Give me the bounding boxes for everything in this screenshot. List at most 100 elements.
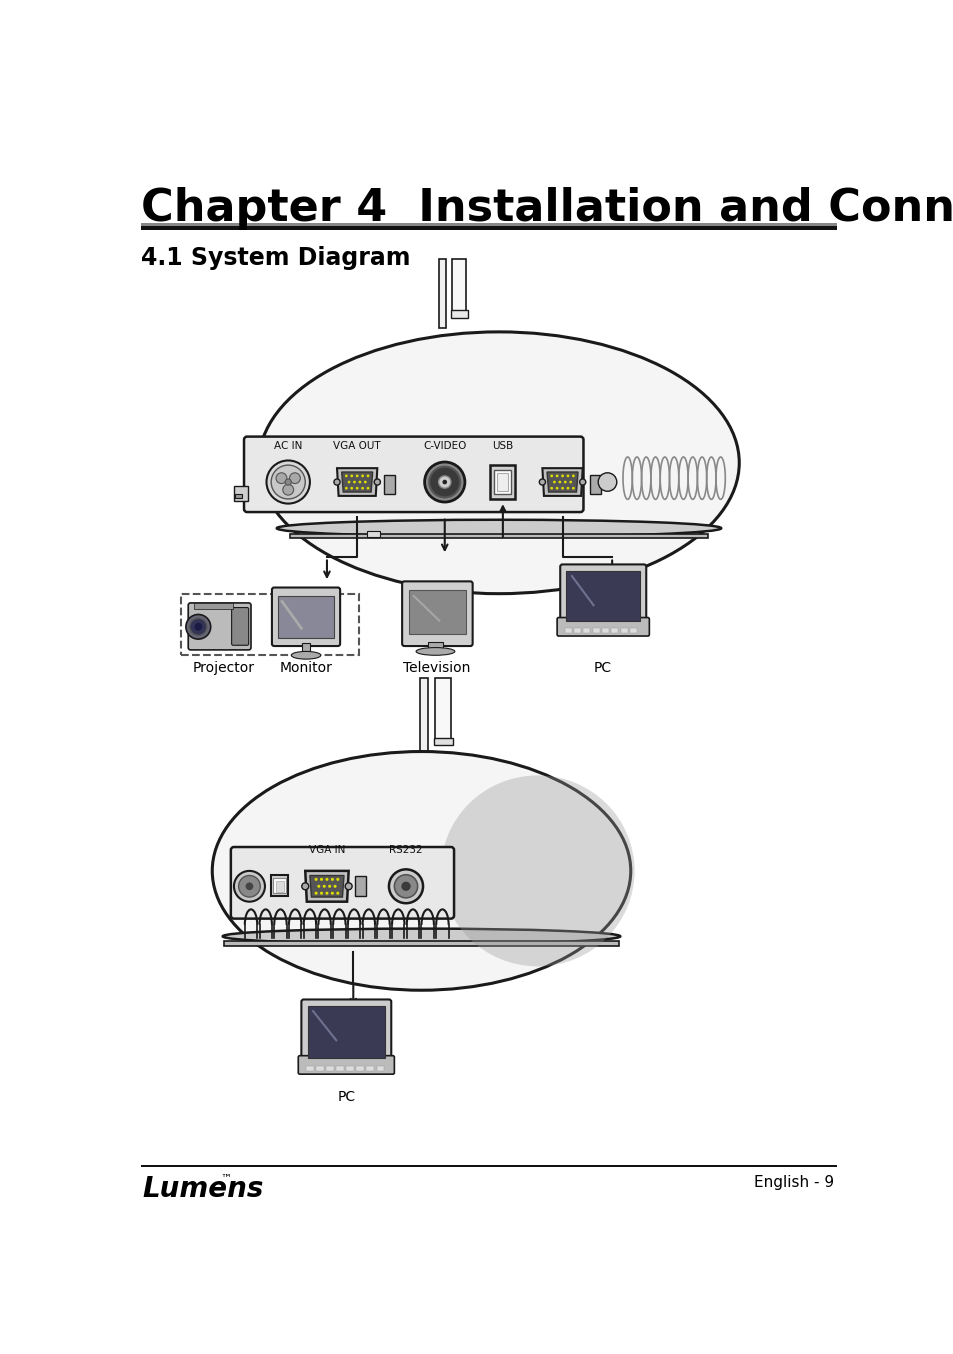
Text: RS232: RS232 — [389, 845, 422, 856]
Ellipse shape — [222, 929, 619, 944]
Bar — [366, 1067, 374, 1071]
Circle shape — [186, 615, 211, 639]
Circle shape — [363, 481, 366, 483]
Circle shape — [301, 883, 309, 890]
Circle shape — [347, 481, 350, 483]
Circle shape — [350, 474, 353, 477]
Bar — [574, 628, 580, 632]
Text: English - 9: English - 9 — [753, 1175, 833, 1190]
Text: 4.1 System Diagram: 4.1 System Diagram — [141, 245, 410, 269]
Circle shape — [558, 481, 560, 483]
Circle shape — [579, 479, 585, 485]
Circle shape — [350, 487, 353, 490]
FancyBboxPatch shape — [244, 436, 583, 512]
Ellipse shape — [440, 776, 634, 967]
Circle shape — [550, 487, 553, 490]
Circle shape — [266, 460, 310, 504]
Circle shape — [355, 474, 358, 477]
Circle shape — [563, 481, 566, 483]
Circle shape — [238, 876, 260, 898]
Circle shape — [572, 474, 575, 477]
Bar — [376, 1067, 384, 1071]
Circle shape — [314, 877, 317, 881]
FancyBboxPatch shape — [402, 581, 472, 646]
Bar — [439, 259, 445, 328]
Circle shape — [245, 883, 253, 890]
Bar — [278, 596, 334, 638]
FancyBboxPatch shape — [232, 608, 249, 646]
Circle shape — [366, 487, 369, 490]
Bar — [274, 877, 286, 894]
Circle shape — [331, 877, 334, 881]
Circle shape — [389, 869, 422, 903]
Circle shape — [401, 881, 410, 891]
Bar — [629, 628, 637, 632]
Circle shape — [560, 487, 563, 490]
Bar — [494, 470, 511, 494]
Bar — [356, 1067, 364, 1071]
Circle shape — [355, 487, 358, 490]
FancyBboxPatch shape — [231, 848, 454, 918]
FancyBboxPatch shape — [188, 603, 251, 650]
Ellipse shape — [258, 332, 739, 593]
Bar — [566, 570, 639, 620]
Bar — [452, 259, 466, 317]
Bar — [564, 628, 571, 632]
Polygon shape — [542, 468, 582, 496]
Bar — [590, 475, 600, 494]
Text: Chapter 4  Installation and Connections: Chapter 4 Installation and Connections — [141, 187, 953, 230]
Bar — [233, 486, 248, 501]
Text: Television: Television — [403, 662, 470, 676]
Bar — [451, 310, 468, 318]
Bar — [434, 738, 452, 745]
Bar — [497, 473, 508, 492]
Circle shape — [314, 892, 317, 895]
FancyBboxPatch shape — [559, 565, 645, 627]
Circle shape — [569, 481, 572, 483]
Circle shape — [361, 474, 364, 477]
Circle shape — [438, 475, 451, 489]
Bar — [315, 1067, 323, 1071]
Circle shape — [345, 474, 347, 477]
Bar — [235, 494, 241, 498]
Bar — [141, 1166, 836, 1167]
Circle shape — [394, 875, 417, 898]
Bar — [335, 1067, 344, 1071]
Bar — [307, 1006, 385, 1057]
Circle shape — [271, 464, 305, 500]
Circle shape — [345, 487, 347, 490]
Text: VGA OUT: VGA OUT — [333, 441, 380, 451]
Bar — [611, 628, 618, 632]
Circle shape — [353, 481, 355, 483]
Circle shape — [289, 473, 300, 483]
Bar — [326, 1067, 334, 1071]
Bar — [141, 226, 836, 230]
Circle shape — [194, 623, 202, 631]
Ellipse shape — [276, 520, 720, 536]
Circle shape — [282, 485, 294, 496]
Bar — [409, 590, 465, 635]
Circle shape — [556, 474, 558, 477]
Bar — [290, 533, 707, 539]
FancyBboxPatch shape — [557, 617, 649, 636]
Bar — [620, 628, 627, 632]
Circle shape — [345, 883, 352, 890]
Circle shape — [190, 619, 207, 635]
Circle shape — [322, 884, 325, 888]
Circle shape — [319, 877, 323, 881]
Circle shape — [566, 474, 569, 477]
Circle shape — [361, 487, 364, 490]
Text: Lumens: Lumens — [142, 1175, 264, 1204]
Bar — [490, 464, 515, 500]
Bar — [384, 475, 395, 494]
Circle shape — [366, 474, 369, 477]
FancyBboxPatch shape — [301, 999, 391, 1064]
Text: Monitor: Monitor — [279, 662, 332, 676]
Circle shape — [335, 877, 339, 881]
Bar — [181, 593, 359, 655]
Bar — [302, 643, 310, 655]
Text: USB: USB — [492, 441, 513, 451]
Bar — [435, 678, 451, 743]
Bar — [271, 875, 288, 896]
Circle shape — [325, 877, 328, 881]
